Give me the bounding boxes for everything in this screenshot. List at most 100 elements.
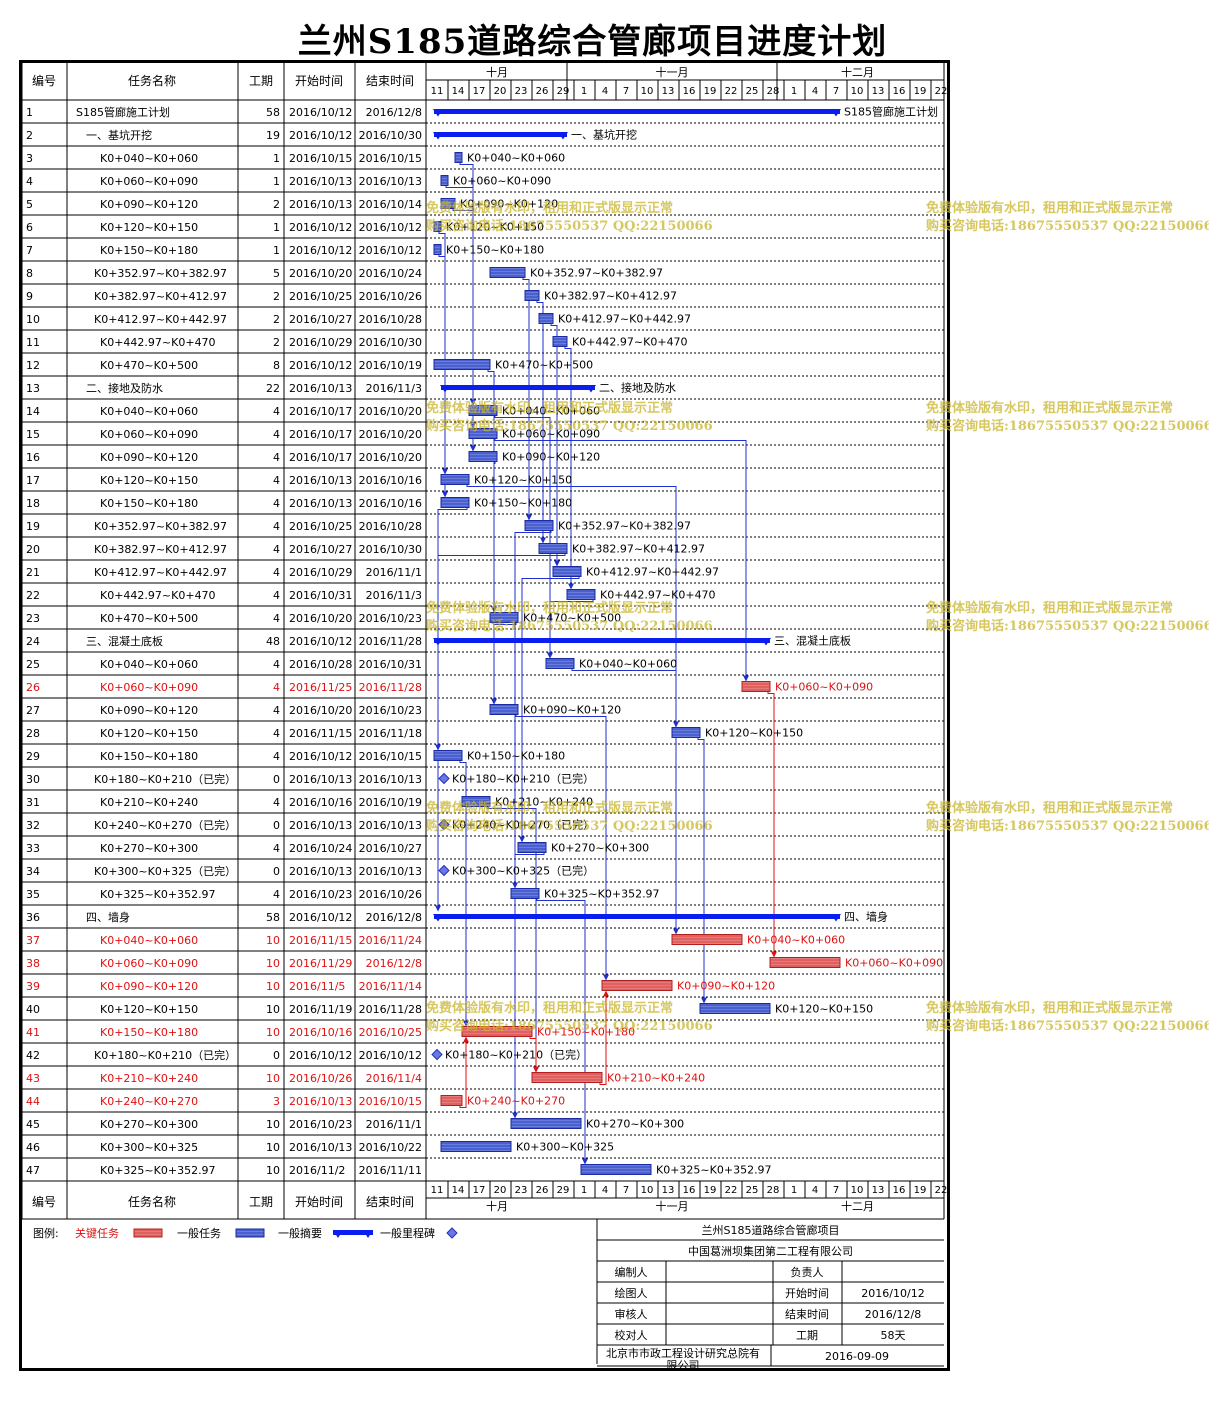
task-duration: 4 [273, 428, 280, 441]
bar-label: 二、接地及防水 [599, 381, 676, 395]
task-start: 2016/10/25 [289, 520, 352, 533]
task-duration: 1 [273, 244, 280, 257]
task-end: 2016/11/28 [359, 681, 422, 694]
task-end: 2016/10/15 [359, 152, 422, 165]
legend-critical-label: 关键任务 [75, 1226, 119, 1240]
footer-header-label: 任务名称 [128, 1194, 176, 1209]
task-name: K0+090~K0+120 [100, 980, 198, 993]
task-end: 2016/10/20 [359, 451, 422, 464]
task-id: 31 [26, 796, 40, 809]
task-id: 16 [26, 451, 40, 464]
bar-label: K0+040~K0+060 [502, 405, 600, 418]
task-name: K0+120~K0+150 [100, 1003, 198, 1016]
bar-label: K0+040~K0+060 [747, 934, 845, 947]
footer-tick-label: 14 [452, 1185, 465, 1196]
task-id: 32 [26, 819, 40, 832]
task-bar [440, 474, 470, 485]
task-end: 2016/10/13 [359, 819, 422, 832]
task-name: K0+382.97~K0+412.97 [94, 543, 227, 556]
task-end: 2016/10/15 [359, 1095, 422, 1108]
bar-label: K0+210~K0+240 [607, 1072, 705, 1085]
task-name: K0+150~K0+180 [100, 1026, 198, 1039]
info-label: 负责人 [791, 1265, 824, 1279]
task-name: K0+090~K0+120 [100, 451, 198, 464]
footer-tick-label: 19 [704, 1185, 717, 1196]
task-bar [468, 451, 498, 462]
header-label: 开始时间 [295, 74, 343, 88]
task-start: 2016/11/25 [289, 681, 352, 694]
legend-normal-swatch [235, 1228, 265, 1238]
task-name: K0+325~K0+352.97 [100, 888, 216, 901]
info-label: 编制人 [615, 1265, 648, 1279]
task-end: 2016/10/30 [359, 129, 422, 142]
task-duration: 4 [273, 612, 280, 625]
bar-label: K0+120~K0+150 [474, 474, 572, 487]
task-start: 2016/10/13 [289, 175, 352, 188]
task-name: K0+412.97~K0+442.97 [94, 313, 227, 326]
task-bar [552, 336, 568, 347]
bar-label: K0+040~K0+060 [579, 658, 677, 671]
header-tick-label: 22 [935, 86, 948, 97]
footer-header-label: 结束时间 [366, 1195, 414, 1209]
task-duration: 4 [273, 543, 280, 556]
task-name: K0+060~K0+090 [100, 957, 198, 970]
task-start: 2016/10/29 [289, 566, 352, 579]
task-id: 12 [26, 359, 40, 372]
milestone-diamond [431, 1048, 443, 1061]
task-start: 2016/10/13 [289, 865, 352, 878]
header-label: 结束时间 [366, 74, 414, 88]
task-id: 17 [26, 474, 40, 487]
task-start: 2016/10/15 [289, 152, 352, 165]
task-id: 34 [26, 865, 40, 878]
task-duration: 4 [273, 405, 280, 418]
task-duration: 0 [273, 865, 280, 878]
task-name: K0+270~K0+300 [100, 1118, 198, 1131]
task-bar [454, 152, 463, 163]
task-start: 2016/10/24 [289, 842, 352, 855]
task-end: 2016/11/28 [359, 1003, 422, 1016]
task-start: 2016/10/12 [289, 750, 352, 763]
task-bar [440, 497, 470, 508]
info-value: 2016/10/12 [861, 1287, 924, 1300]
task-end: 2016/11/1 [366, 1118, 422, 1131]
task-duration: 4 [273, 474, 280, 487]
task-bar [440, 1141, 512, 1152]
footer-tick-label: 28 [767, 1185, 780, 1196]
task-name: K0+300~K0+325 [100, 1141, 198, 1154]
task-end: 2016/10/26 [359, 290, 422, 303]
task-id: 45 [26, 1118, 40, 1131]
task-id: 35 [26, 888, 40, 901]
footer-header-label: 编号 [32, 1194, 56, 1209]
task-end: 2016/10/19 [359, 359, 422, 372]
task-start: 2016/10/13 [289, 1095, 352, 1108]
task-bar [517, 842, 547, 853]
task-duration: 0 [273, 773, 280, 786]
page-title: 兰州S185道路综合管廊项目进度计划 [297, 22, 888, 62]
info-value: 58天 [881, 1329, 906, 1342]
task-id: 15 [26, 428, 40, 441]
task-end: 2016/10/16 [359, 497, 422, 510]
summary-cap-left [440, 385, 450, 393]
task-duration: 4 [273, 497, 280, 510]
task-duration: 4 [273, 750, 280, 763]
task-bar [489, 612, 519, 623]
bar-label: K0+382.97~K0+412.97 [544, 290, 677, 303]
header-tick-label: 13 [872, 86, 885, 97]
critical-task-bar [601, 980, 673, 991]
task-end: 2016/11/3 [366, 589, 422, 602]
task-start: 2016/10/12 [289, 635, 352, 648]
task-duration: 4 [273, 681, 280, 694]
task-id: 42 [26, 1049, 40, 1062]
task-end: 2016/10/27 [359, 842, 422, 855]
legend-summary-cap-right [363, 1230, 373, 1238]
summary-bar [441, 385, 595, 390]
task-name: K0+040~K0+060 [100, 658, 198, 671]
info-value: 2016/12/8 [865, 1308, 921, 1321]
bar-label: K0+040~K0+060 [467, 152, 565, 165]
footer-tick-label: 22 [935, 1185, 948, 1196]
footer-tick-label: 4 [602, 1185, 608, 1196]
task-end: 2016/10/20 [359, 405, 422, 418]
task-id: 46 [26, 1141, 40, 1154]
bar-label: K0+470~K0+500 [495, 359, 593, 372]
summary-cap-left [433, 132, 443, 140]
